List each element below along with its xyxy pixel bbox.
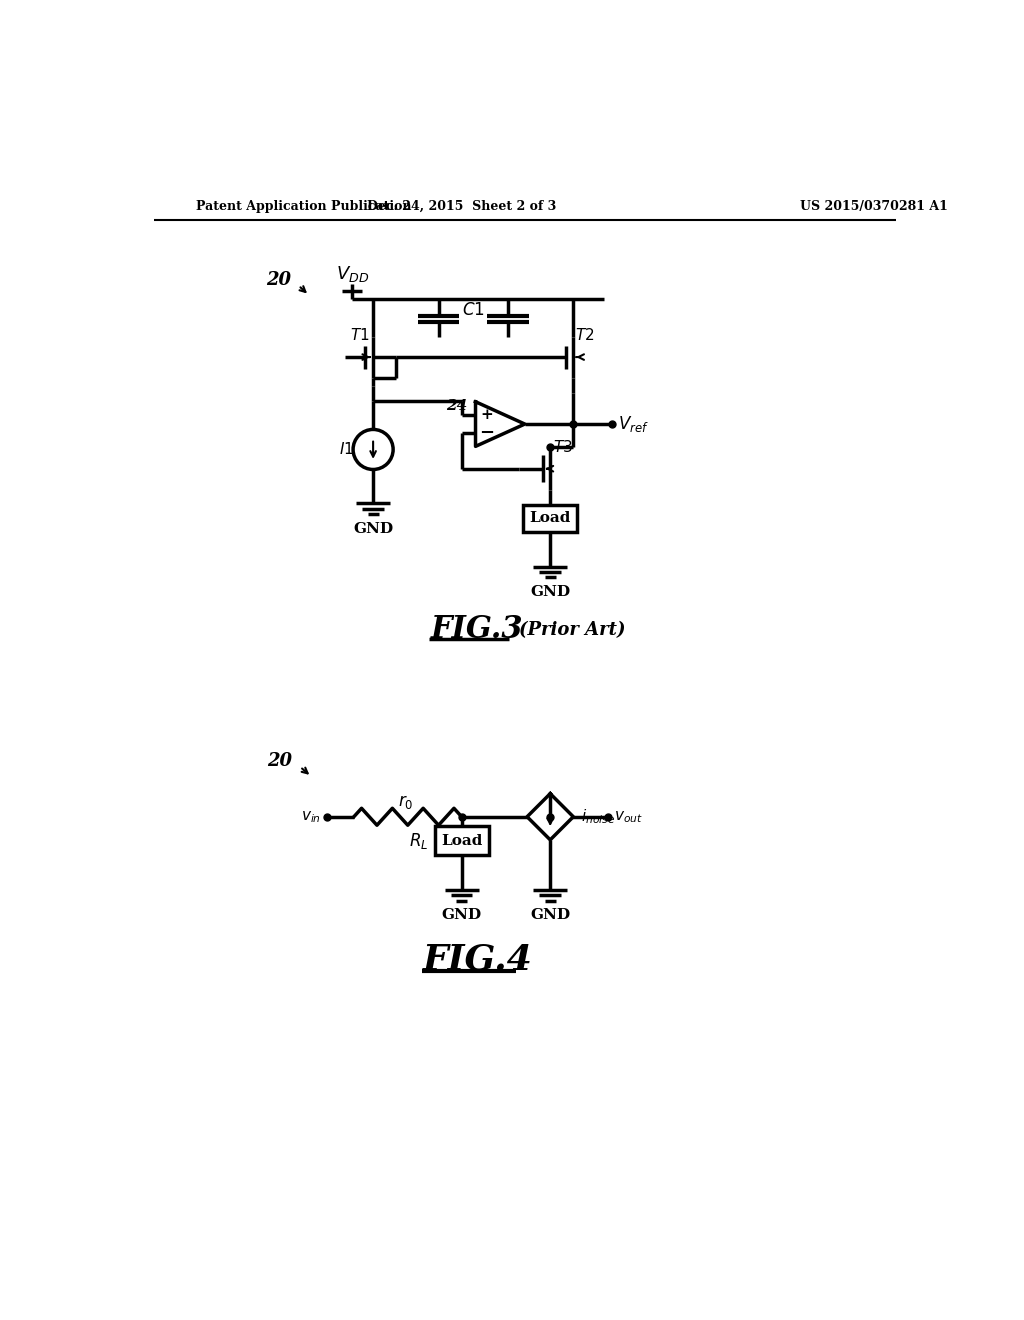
Text: −: −: [479, 424, 494, 442]
Text: $C1$: $C1$: [462, 302, 484, 319]
Text: GND: GND: [530, 585, 570, 599]
Text: (Prior Art): (Prior Art): [519, 620, 626, 639]
Text: Dec. 24, 2015  Sheet 2 of 3: Dec. 24, 2015 Sheet 2 of 3: [367, 199, 556, 213]
Text: $T1$: $T1$: [350, 327, 370, 343]
Text: 20: 20: [267, 752, 292, 771]
Text: +: +: [480, 408, 493, 422]
Bar: [435, 826, 488, 855]
Text: $I1$: $I1$: [339, 441, 353, 458]
Text: 24: 24: [446, 399, 468, 413]
Bar: [523, 506, 578, 532]
Polygon shape: [527, 793, 573, 840]
Text: $V_{ref}$: $V_{ref}$: [617, 414, 649, 434]
Text: GND: GND: [441, 908, 481, 923]
Text: Patent Application Publication: Patent Application Publication: [196, 199, 412, 213]
Text: $T3$: $T3$: [553, 440, 573, 455]
Text: GND: GND: [353, 521, 393, 536]
Text: Load: Load: [529, 511, 571, 525]
Text: Load: Load: [441, 834, 482, 847]
Text: 20: 20: [265, 271, 291, 289]
Text: $r_0$: $r_0$: [398, 793, 414, 810]
Polygon shape: [475, 401, 524, 446]
Text: GND: GND: [530, 908, 570, 923]
Text: $V_{DD}$: $V_{DD}$: [336, 264, 369, 284]
Text: $R_L$: $R_L$: [410, 830, 429, 850]
Text: FIG.3: FIG.3: [431, 614, 523, 645]
Text: US 2015/0370281 A1: US 2015/0370281 A1: [801, 199, 948, 213]
Text: FIG.4: FIG.4: [423, 942, 534, 977]
Text: $i_{noise}$: $i_{noise}$: [581, 808, 615, 826]
Text: $v_{in}$: $v_{in}$: [301, 809, 321, 825]
Text: $T2$: $T2$: [575, 327, 595, 343]
Text: $v_{out}$: $v_{out}$: [614, 809, 643, 825]
